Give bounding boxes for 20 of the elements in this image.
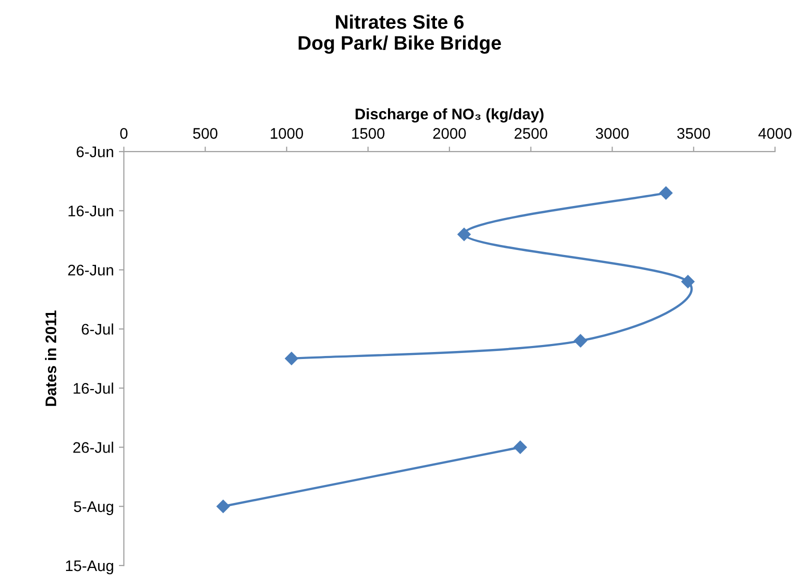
- y-tick-label: 26-Jul: [73, 442, 114, 453]
- y-tick-label: 26-Jun: [68, 264, 114, 276]
- x-tick-label: 3000: [596, 128, 629, 139]
- x-tick-label: 1000: [270, 128, 304, 139]
- chart-title: Nitrates Site 6 Dog Park/ Bike Bridge: [298, 14, 501, 54]
- y-axis-title: Dates in 2011: [45, 310, 56, 406]
- x-axis-title: Discharge of NO₃ (kg/day): [356, 108, 544, 123]
- x-tick-label: 4000: [758, 128, 792, 139]
- y-tick-label: 16-Jul: [74, 382, 114, 394]
- x-tick-label: 3500: [677, 128, 710, 139]
- x-tick-label: 2000: [433, 128, 466, 139]
- x-tick-label: 1500: [352, 128, 384, 139]
- x-tick-label: 500: [193, 128, 218, 139]
- x-tick-label: 2500: [514, 128, 548, 139]
- y-tick-label: 16-Jun: [68, 206, 114, 216]
- y-tick-label: 6-Jul: [82, 323, 114, 335]
- y-tick-label: 15-Aug: [66, 560, 114, 574]
- x-tick-label: 0: [120, 128, 128, 139]
- y-tick-label: 6-Jun: [76, 146, 114, 158]
- y-tick-label: 5-Aug: [74, 501, 114, 516]
